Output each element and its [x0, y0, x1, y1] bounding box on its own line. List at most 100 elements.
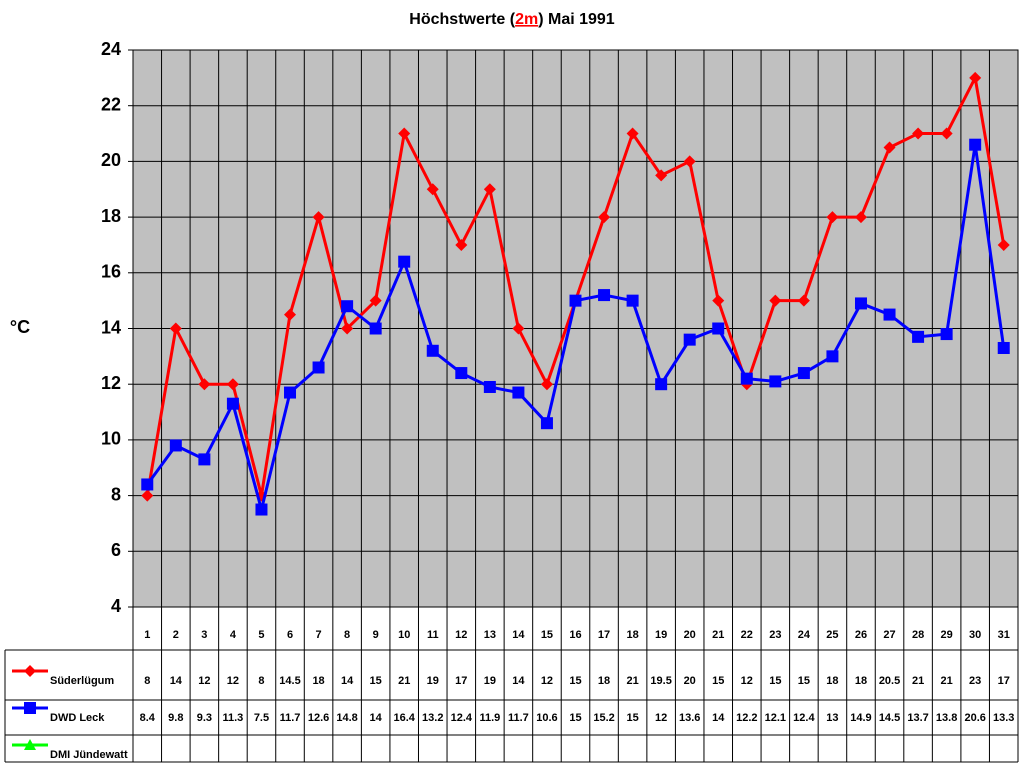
data-point	[398, 255, 411, 268]
legend-marker	[24, 702, 36, 714]
data-point	[226, 397, 239, 410]
table-value: 14	[170, 675, 183, 687]
x-tick-label: 22	[741, 629, 753, 641]
table-value: 11.3	[223, 712, 244, 724]
table-value: 11.7	[508, 712, 529, 724]
x-tick-label: 5	[258, 629, 264, 641]
data-point	[141, 489, 154, 502]
data-point	[655, 378, 668, 391]
y-tick-label: 4	[111, 596, 121, 616]
data-point	[169, 322, 182, 335]
data-point	[255, 503, 268, 516]
table-value: 12	[741, 675, 753, 687]
table-value: 15	[712, 675, 724, 687]
table-value: 15	[569, 712, 581, 724]
table-value: 14.5	[279, 675, 300, 687]
title-part: 2m	[515, 11, 538, 28]
table-value: 20	[684, 675, 696, 687]
legend-label: Süderlügum	[50, 675, 114, 687]
table-value: 11.9	[479, 712, 500, 724]
table-value: 14.5	[879, 712, 900, 724]
table-value: 12.6	[308, 712, 329, 724]
x-tick-label: 16	[569, 629, 581, 641]
data-point	[369, 294, 382, 307]
data-point	[769, 375, 782, 388]
data-point	[569, 294, 582, 307]
table-value: 7.5	[254, 712, 269, 724]
data-point	[912, 127, 925, 140]
table-value: 11.7	[280, 712, 301, 724]
table-value: 20.5	[879, 675, 900, 687]
x-tick-label: 20	[684, 629, 696, 641]
y-tick-label: 18	[101, 206, 121, 226]
x-tick-label: 14	[512, 629, 525, 641]
x-tick-label: 23	[769, 629, 781, 641]
y-tick-label: 24	[101, 39, 121, 59]
data-point	[940, 328, 953, 341]
data-point	[769, 294, 782, 307]
table-value: 13	[826, 712, 838, 724]
legend-label: DWD Leck	[50, 712, 105, 724]
table-value: 20.6	[964, 712, 985, 724]
x-tick-label: 31	[998, 629, 1010, 641]
data-point	[198, 453, 211, 466]
data-point	[198, 378, 211, 391]
table-value: 14	[512, 675, 525, 687]
data-point	[997, 238, 1010, 251]
table-value: 15	[370, 675, 382, 687]
x-tick-label: 17	[598, 629, 610, 641]
table-value: 14	[341, 675, 354, 687]
x-tick-label: 29	[941, 629, 953, 641]
table-value: 13.3	[993, 712, 1014, 724]
title-part: ) Mai 1991	[538, 11, 615, 28]
data-point	[226, 378, 239, 391]
x-tick-label: 12	[455, 629, 467, 641]
data-point	[797, 294, 810, 307]
data-point	[455, 238, 468, 251]
data-point	[740, 372, 753, 385]
table-value: 15	[798, 675, 810, 687]
data-point	[312, 211, 325, 224]
table-value: 21	[912, 675, 924, 687]
x-tick-label: 28	[912, 629, 924, 641]
table-value: 17	[455, 675, 467, 687]
y-tick-label: 20	[101, 150, 121, 170]
table-value: 12	[541, 675, 553, 687]
table-value: 19.5	[650, 675, 671, 687]
table-value: 10.6	[536, 712, 557, 724]
table-value: 21	[941, 675, 953, 687]
table-value: 9.3	[197, 712, 212, 724]
x-tick-label: 3	[201, 629, 207, 641]
table-value: 15	[769, 675, 781, 687]
y-axis-label: °C	[10, 317, 30, 337]
title-part: Höchstwerte (	[409, 11, 515, 28]
data-point	[854, 297, 867, 310]
y-tick-label: 8	[111, 484, 121, 504]
data-point	[912, 330, 925, 343]
table-value: 19	[484, 675, 496, 687]
data-point	[940, 127, 953, 140]
table-value: 15	[569, 675, 581, 687]
table-value: 14	[712, 712, 725, 724]
table-value: 8	[144, 675, 150, 687]
data-point	[712, 294, 725, 307]
x-tick-label: 27	[883, 629, 895, 641]
table-value: 13.7	[907, 712, 928, 724]
x-tick-label: 8	[344, 629, 350, 641]
data-point	[683, 155, 696, 168]
table-value: 15.2	[593, 712, 614, 724]
table-value: 14	[370, 712, 383, 724]
table-value: 21	[398, 675, 410, 687]
table-value: 12	[198, 675, 210, 687]
data-point	[284, 386, 297, 399]
data-point	[598, 289, 611, 302]
table-value: 16.4	[393, 712, 415, 724]
data-point	[969, 71, 982, 84]
data-point	[540, 378, 553, 391]
x-tick-label: 13	[484, 629, 496, 641]
y-tick-label: 12	[101, 373, 121, 393]
data-point	[854, 211, 867, 224]
legend-marker	[24, 739, 36, 750]
data-point	[341, 322, 354, 335]
